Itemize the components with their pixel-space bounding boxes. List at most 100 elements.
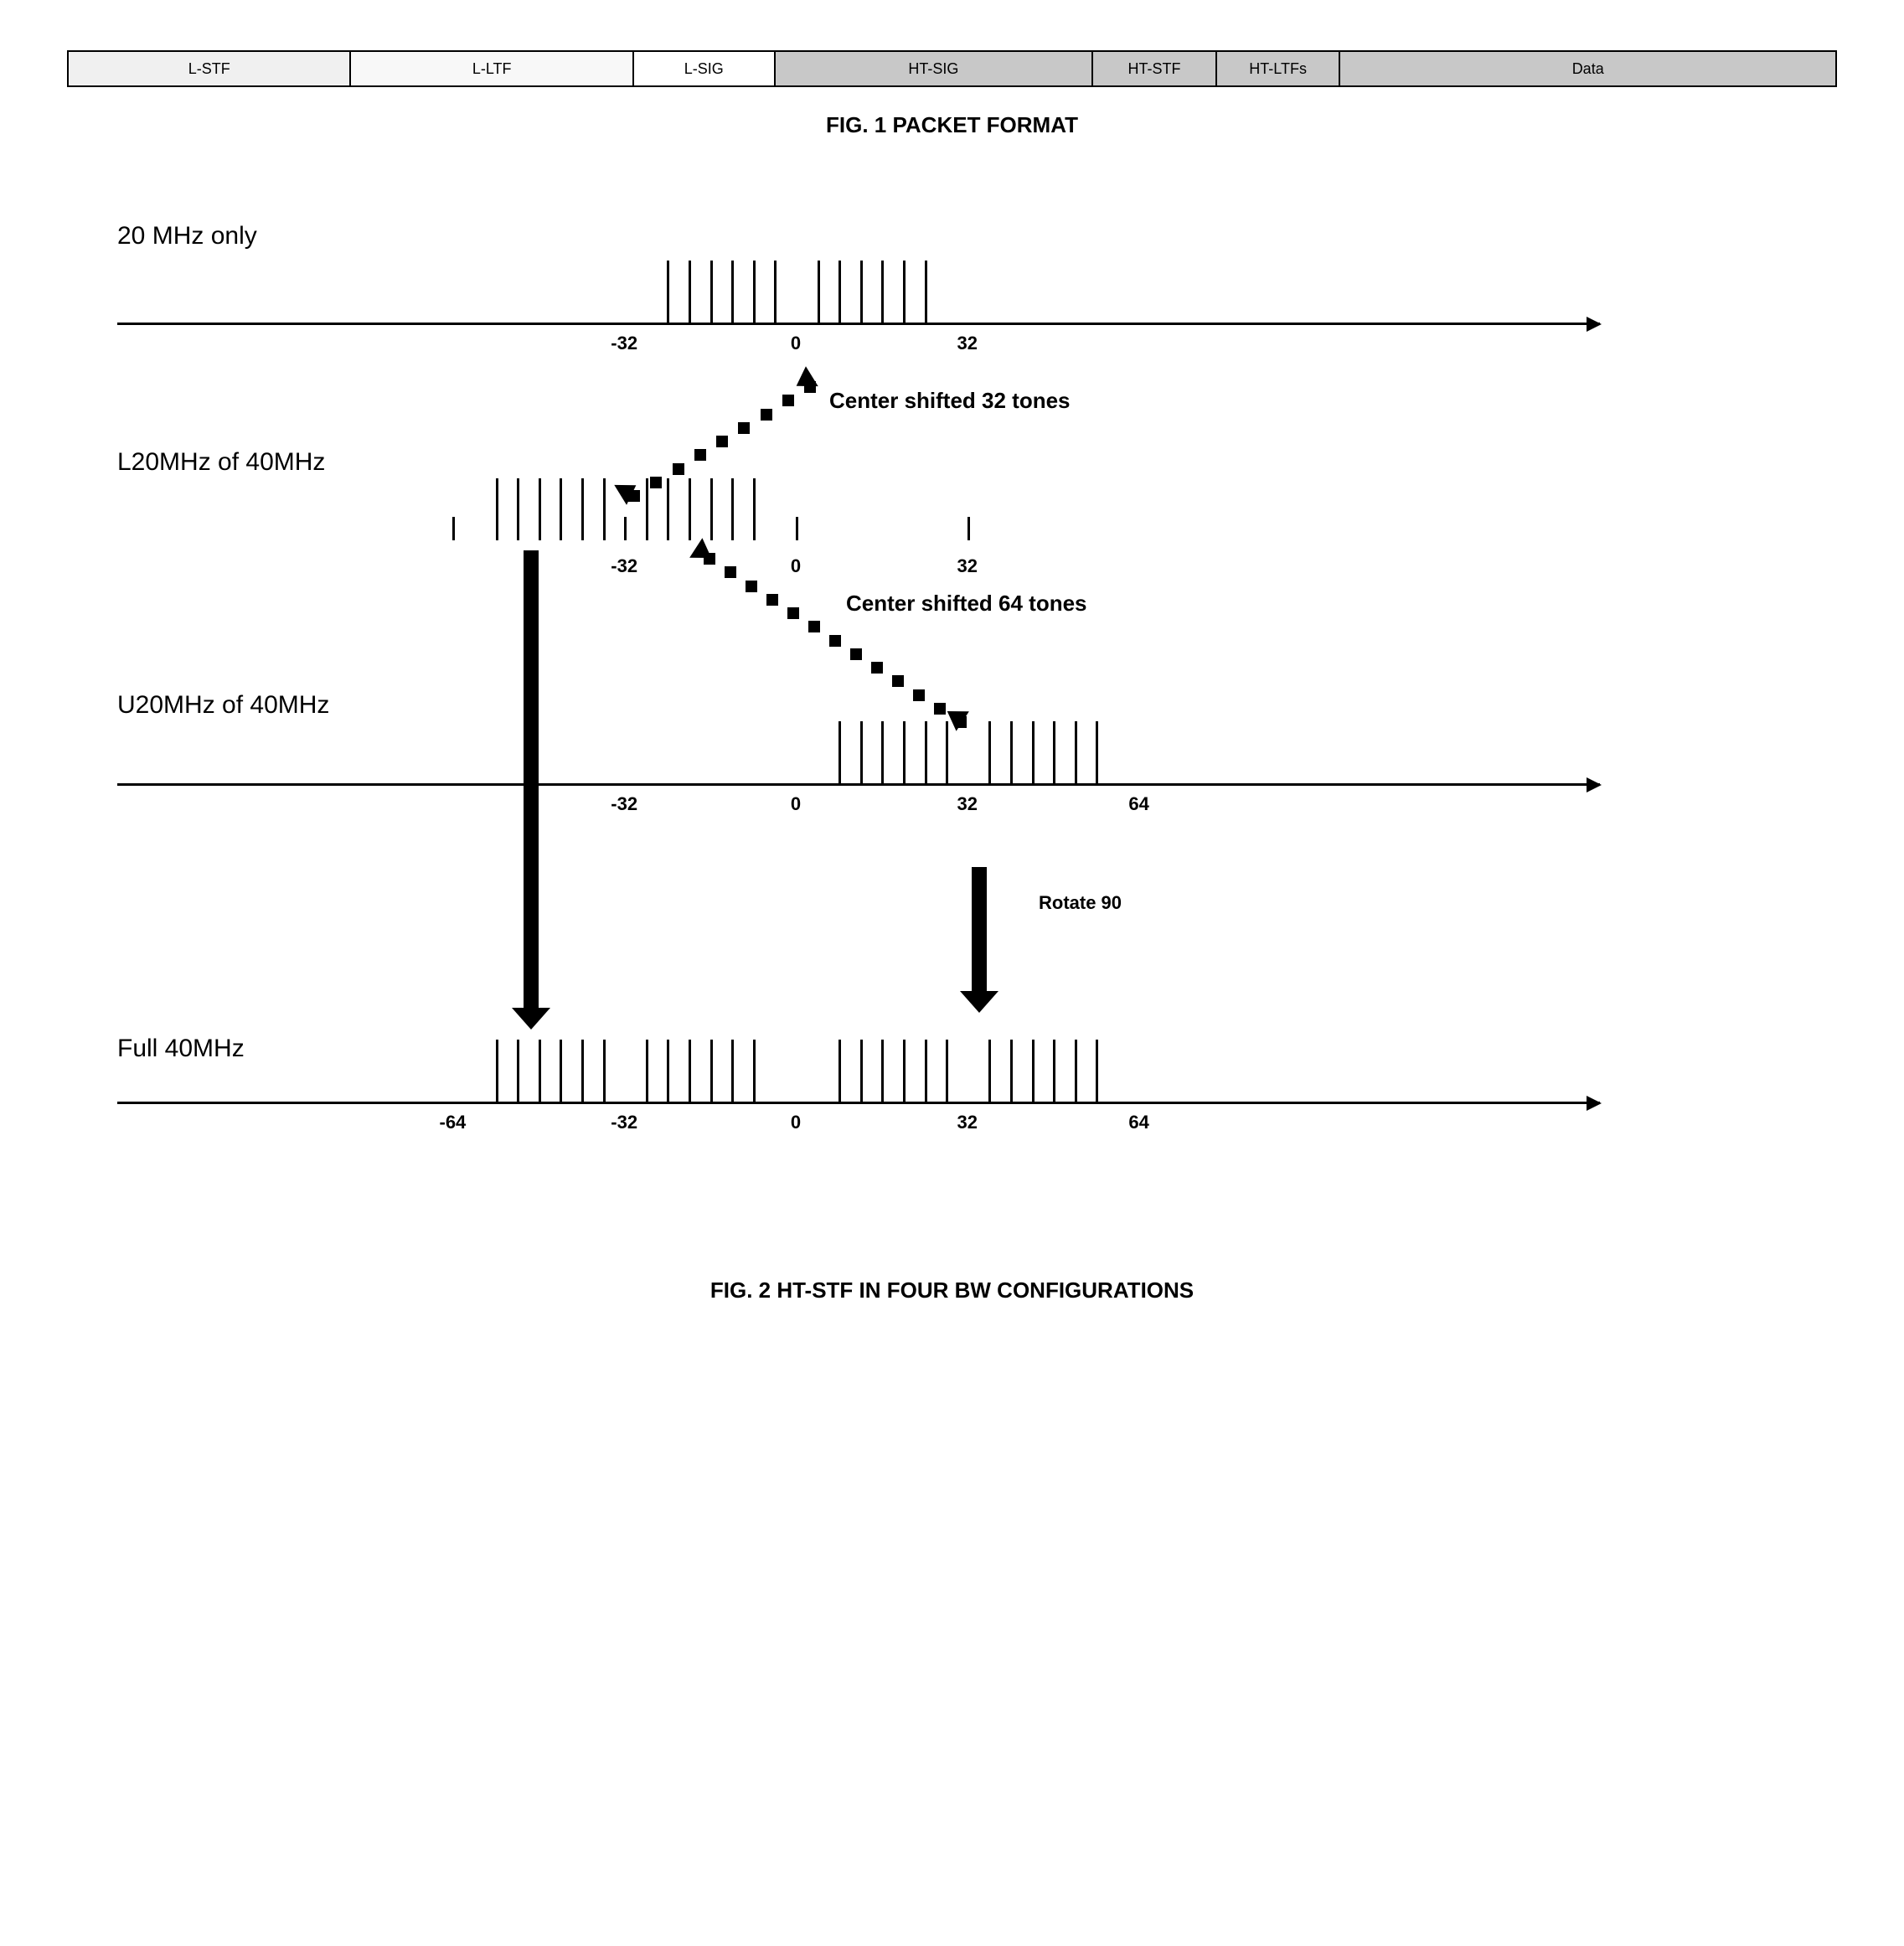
row-label-3: Full 40MHz [117,1035,245,1063]
tone [903,261,906,323]
axis-3 [117,1102,1600,1104]
tone [1096,1040,1098,1102]
small-tick [796,517,798,540]
small-tick [624,517,627,540]
tick-label: -64 [439,1112,466,1133]
packet-cell-lstf: L-STF [69,52,351,85]
tone [603,478,606,540]
tone [689,261,691,323]
tone [539,478,541,540]
tone [1053,1040,1055,1102]
packet-cell-htsig: HT-SIG [776,52,1094,85]
tone [1010,1040,1013,1102]
tick-label: -32 [611,1112,637,1133]
tone [818,261,820,323]
packet-cell-lsig: L-SIG [634,52,776,85]
tone [860,1040,863,1102]
tone [646,1040,648,1102]
tone [753,478,756,540]
tick-label: 0 [791,793,801,815]
tone [667,1040,669,1102]
tone [1075,721,1077,783]
fig2-caption: FIG. 2 HT-STF IN FOUR BW CONFIGURATIONS [67,1278,1837,1303]
tone [838,261,841,323]
tone [560,478,562,540]
tick-label: -32 [611,555,637,577]
small-tick [967,517,970,540]
tick-label: 64 [1128,793,1148,815]
tone [517,478,519,540]
tone [667,478,669,540]
tick-label: -32 [611,793,637,815]
tick-label: 32 [957,1112,978,1133]
small-tick [452,517,455,540]
tone [988,721,991,783]
tone [1096,721,1098,783]
tone [581,1040,584,1102]
tick-label: 32 [957,793,978,815]
tone [753,1040,756,1102]
tick-label: 0 [791,333,801,354]
tone [860,721,863,783]
annotation-center32: Center shifted 32 tones [829,388,1071,414]
row-label-1: L20MHz of 40MHz [117,448,325,477]
row-label-0: 20 MHz only [117,222,257,250]
tone [838,1040,841,1102]
tone [603,1040,606,1102]
tone [1010,721,1013,783]
tone [731,1040,734,1102]
tone [496,478,498,540]
fig1-caption: FIG. 1 PACKET FORMAT [67,112,1837,138]
tone [1032,721,1035,783]
tone [903,1040,906,1102]
packet-cell-data: Data [1340,52,1835,85]
tone [496,1040,498,1102]
tone [581,478,584,540]
packet-cell-htltfs: HT-LTFs [1217,52,1341,85]
tone [838,721,841,783]
tone [710,261,713,323]
tone [1032,1040,1035,1102]
axis-0 [117,323,1600,325]
tone [881,1040,884,1102]
tone [667,261,669,323]
htstf-diagram: 20 MHz only -32 0 32 L20MHz of 40MHz -32 0 32 U2… [67,214,1837,1236]
tone [646,478,648,540]
tone [517,1040,519,1102]
tone [881,261,884,323]
tone [560,1040,562,1102]
tone [753,261,756,323]
row-label-2: U20MHz of 40MHz [117,691,329,720]
packet-cell-lltf: L-LTF [351,52,633,85]
tone [988,1040,991,1102]
tone [689,1040,691,1102]
tone [925,261,927,323]
tone [925,1040,927,1102]
down-arrow-1 [972,867,987,993]
tick-label: 0 [791,1112,801,1133]
tick-label: 32 [957,555,978,577]
tone [860,261,863,323]
tone [903,721,906,783]
tone [881,721,884,783]
tick-label: 0 [791,555,801,577]
packet-cell-htstf: HT-STF [1093,52,1217,85]
tone [1075,1040,1077,1102]
tone [731,478,734,540]
down-arrow-0 [524,550,539,1009]
tone [710,1040,713,1102]
tone [946,721,948,783]
tone [539,1040,541,1102]
tone [774,261,777,323]
tick-label: -32 [611,333,637,354]
annotation-center64: Center shifted 64 tones [846,591,1087,617]
tone [710,478,713,540]
packet-format-table: L-STFL-LTFL-SIGHT-SIGHT-STFHT-LTFsData [67,50,1837,87]
axis-2 [117,783,1600,786]
tone [1053,721,1055,783]
tone [689,478,691,540]
annotation-rotate90: Rotate 90 [1039,892,1122,914]
tick-label: 32 [957,333,978,354]
tick-label: 64 [1128,1112,1148,1133]
tone [731,261,734,323]
